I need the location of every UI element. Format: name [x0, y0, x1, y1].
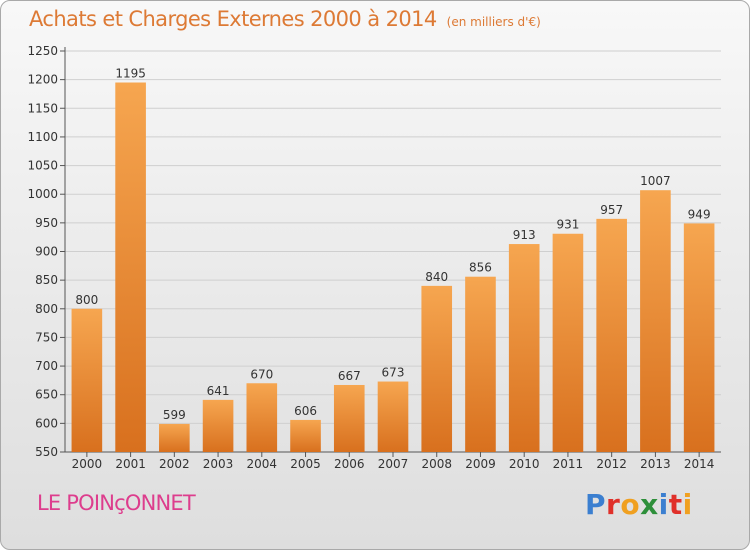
x-tick-label: 2004 [247, 457, 278, 471]
bar [71, 308, 103, 452]
bar-value-label: 840 [425, 270, 448, 284]
bar [246, 383, 278, 452]
bar-value-label: 1007 [640, 174, 671, 188]
x-tick-label: 2007 [378, 457, 409, 471]
x-tick-label: 2003 [203, 457, 234, 471]
x-tick-label: 2006 [334, 457, 365, 471]
bar-value-label: 667 [338, 369, 361, 383]
bar-value-label: 957 [600, 203, 623, 217]
logo-letter: x [640, 488, 659, 521]
y-tick-label: 1000 [27, 187, 58, 201]
y-tick-label: 600 [35, 416, 58, 430]
y-tick-label: 1100 [27, 130, 58, 144]
x-tick-label: 2010 [509, 457, 540, 471]
logo-letter: i [682, 488, 693, 521]
chart-title: Achats et Charges Externes 2000 à 2014 (e… [29, 7, 541, 31]
y-tick-label: 1250 [27, 44, 58, 58]
x-tick-label: 2000 [72, 457, 103, 471]
x-tick-label: 2012 [596, 457, 627, 471]
title-unit: (en milliers d'€) [446, 15, 541, 29]
logo-letter: i [658, 488, 669, 521]
bar [683, 223, 715, 452]
y-tick-label: 700 [35, 359, 58, 373]
commune-name: LE POINçONNET [37, 491, 196, 515]
logo-letter: r [606, 488, 621, 521]
bar [421, 285, 453, 452]
bar-value-label: 800 [75, 293, 98, 307]
y-tick-label: 1200 [27, 73, 58, 87]
logo-letter: o [620, 488, 641, 521]
bar [508, 244, 540, 452]
bar [333, 384, 365, 452]
y-tick-label: 950 [35, 216, 58, 230]
x-tick-label: 2005 [290, 457, 321, 471]
bar [202, 399, 234, 452]
bar-value-label: 606 [294, 404, 317, 418]
bar [115, 82, 146, 452]
x-tick-label: 2001 [115, 457, 146, 471]
bar [159, 423, 190, 452]
x-tick-label: 2014 [684, 457, 715, 471]
bar [465, 276, 496, 452]
y-tick-label: 1150 [27, 101, 58, 115]
y-tick-label: 800 [35, 302, 58, 316]
bar-value-label: 1195 [115, 67, 146, 81]
title-main: Achats et Charges Externes 2000 à 2014 [29, 7, 437, 31]
bar-value-label: 913 [513, 228, 536, 242]
bar-value-label: 949 [688, 207, 711, 221]
logo-letter: t [668, 488, 683, 521]
y-tick-label: 550 [35, 445, 58, 459]
y-tick-label: 650 [35, 388, 58, 402]
bar-value-label: 599 [163, 408, 186, 422]
y-tick-label: 850 [35, 273, 58, 287]
bar-value-label: 856 [469, 261, 492, 275]
bar [596, 218, 627, 452]
proxiti-logo[interactable]: Proxiti [585, 488, 693, 521]
bar-value-label: 641 [207, 384, 230, 398]
bar-value-label: 931 [556, 218, 579, 232]
x-tick-label: 2002 [159, 457, 190, 471]
x-tick-label: 2009 [465, 457, 496, 471]
bar [552, 233, 584, 452]
y-tick-label: 750 [35, 330, 58, 344]
bar-value-label: 670 [250, 367, 273, 381]
bar-value-label: 673 [382, 366, 405, 380]
x-tick-label: 2011 [553, 457, 584, 471]
y-tick-label: 1050 [27, 159, 58, 173]
bar [640, 190, 671, 452]
y-tick-label: 900 [35, 245, 58, 259]
x-tick-label: 2013 [640, 457, 671, 471]
bar [290, 419, 321, 452]
x-tick-label: 2008 [421, 457, 452, 471]
logo-letter: P [585, 488, 607, 521]
bar [377, 381, 409, 452]
